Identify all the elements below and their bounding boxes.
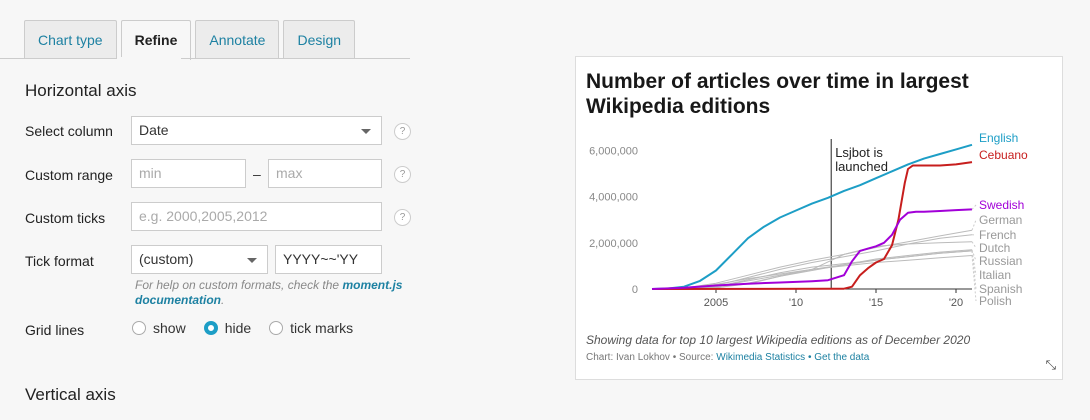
label-leader-line [971, 219, 977, 231]
grid-lines-radio-group: show hide tick marks [132, 320, 371, 336]
tab-annotate[interactable]: Annotate [195, 20, 280, 59]
label-leader-line [971, 249, 977, 262]
range-min-input[interactable]: min [131, 159, 246, 188]
tick-format-label: Tick format [25, 253, 94, 269]
moment-docs-link[interactable]: moment.js documentation [135, 278, 403, 307]
series-line-cebuano [651, 161, 973, 290]
tick-format-input[interactable]: YYYY~~'YY [275, 245, 382, 274]
help-icon[interactable]: ? [394, 209, 411, 226]
radio-selected-icon [203, 321, 218, 335]
source-link[interactable]: Wikimedia Statistics [716, 352, 806, 363]
custom-range-label: Custom range [25, 167, 113, 183]
tick-format-help-note: For help on custom formats, check the mo… [135, 278, 405, 308]
editor-panel: Chart type Refine Annotate Design Horizo… [0, 0, 430, 420]
help-icon[interactable]: ? [394, 166, 411, 183]
tab-chart-type[interactable]: Chart type [24, 20, 117, 59]
select-column-dropdown[interactable]: Date [131, 116, 382, 145]
series-label-spanish: Spanish [979, 282, 1022, 296]
series-line-spanish [651, 250, 973, 290]
select-column-value: Date [139, 122, 169, 138]
vertical-axis-heading: Vertical axis [25, 385, 116, 404]
active-tab-gap [117, 57, 181, 60]
range-max-input[interactable]: max [268, 159, 382, 188]
grid-lines-label: Grid lines [25, 322, 85, 338]
range-separator: – [253, 166, 261, 182]
source-separator: • [807, 352, 812, 363]
series-label-dutch: Dutch [979, 241, 1010, 255]
radio-icon [269, 321, 284, 335]
chevron-down-icon [247, 258, 257, 263]
series-label-cebuano: Cebuano [979, 148, 1028, 162]
get-data-link[interactable]: Get the data [814, 352, 870, 363]
help-note-text: For help on custom formats, check the [135, 278, 340, 292]
chart-title: Number of articles over time in largest … [586, 70, 969, 118]
series-label-swedish: Swedish [979, 198, 1024, 212]
chart-source: Chart: Ivan Lokhov • Source: Wikimedia S… [586, 352, 869, 363]
grid-show-label: show [153, 320, 186, 336]
annotation-label: launched [835, 159, 888, 174]
series-line-swedish [651, 208, 973, 290]
series-label-italian: Italian [979, 268, 1011, 282]
custom-ticks-label: Custom ticks [25, 210, 106, 226]
series-line-german [651, 229, 973, 290]
series-label-polish: Polish [979, 294, 1012, 308]
x-tick-label: 2005 [704, 297, 728, 309]
x-tick-label: '10 [789, 297, 803, 309]
editor-tabs: Chart type Refine Annotate Design [24, 20, 359, 60]
line-chart: 0 2,000,000 4,000,000 6,000,000 2005 '10 '15 '2… [589, 131, 1028, 309]
y-tick-label: 4,000,000 [589, 192, 638, 204]
series-label-english: English [979, 131, 1018, 145]
tabs-divider [0, 58, 410, 59]
x-tick-label: '15 [869, 297, 883, 309]
series-label-russian: Russian [979, 254, 1022, 268]
tick-format-value: (custom) [139, 251, 194, 267]
y-tick-label: 6,000,000 [589, 146, 638, 158]
tick-format-dropdown[interactable]: (custom) [131, 245, 268, 274]
chart-description: Showing data for top 10 largest Wikipedi… [586, 333, 971, 347]
y-tick-label: 0 [632, 284, 638, 296]
grid-tick-marks-radio[interactable]: tick marks [269, 320, 353, 336]
y-tick-label: 2,000,000 [589, 238, 638, 250]
chevron-down-icon [361, 129, 371, 134]
label-leader-line [971, 250, 977, 290]
grid-hide-radio[interactable]: hide [203, 320, 252, 336]
grid-show-radio[interactable]: show [132, 320, 186, 336]
radio-icon [132, 321, 146, 335]
help-icon[interactable]: ? [394, 123, 411, 140]
series-label-french: French [979, 228, 1016, 242]
x-tick-label: '20 [949, 297, 963, 309]
label-leader-line [971, 204, 977, 210]
custom-ticks-input[interactable]: e.g. 2000,2005,2012 [131, 202, 382, 231]
select-column-label: Select column [25, 123, 113, 139]
series-line-english [651, 143, 973, 290]
grid-hide-label: hide [224, 320, 252, 336]
label-leader-line [971, 255, 977, 302]
label-leader-line [971, 241, 977, 249]
help-note-end: . [221, 293, 225, 307]
series-label-german: German [979, 213, 1022, 227]
source-prefix: Chart: Ivan Lokhov • Source: [586, 352, 714, 363]
grid-tick-marks-label: tick marks [290, 320, 354, 336]
annotation-label: Lsjbot is [835, 145, 883, 160]
tab-design[interactable]: Design [283, 20, 356, 59]
horizontal-axis-heading: Horizontal axis [25, 81, 137, 100]
tab-refine[interactable]: Refine [120, 20, 192, 60]
resize-icon[interactable]: ⤡ [1045, 357, 1056, 372]
series-line-italian [651, 250, 973, 290]
chart-preview: Number of articles over time in largest … [575, 56, 1063, 380]
